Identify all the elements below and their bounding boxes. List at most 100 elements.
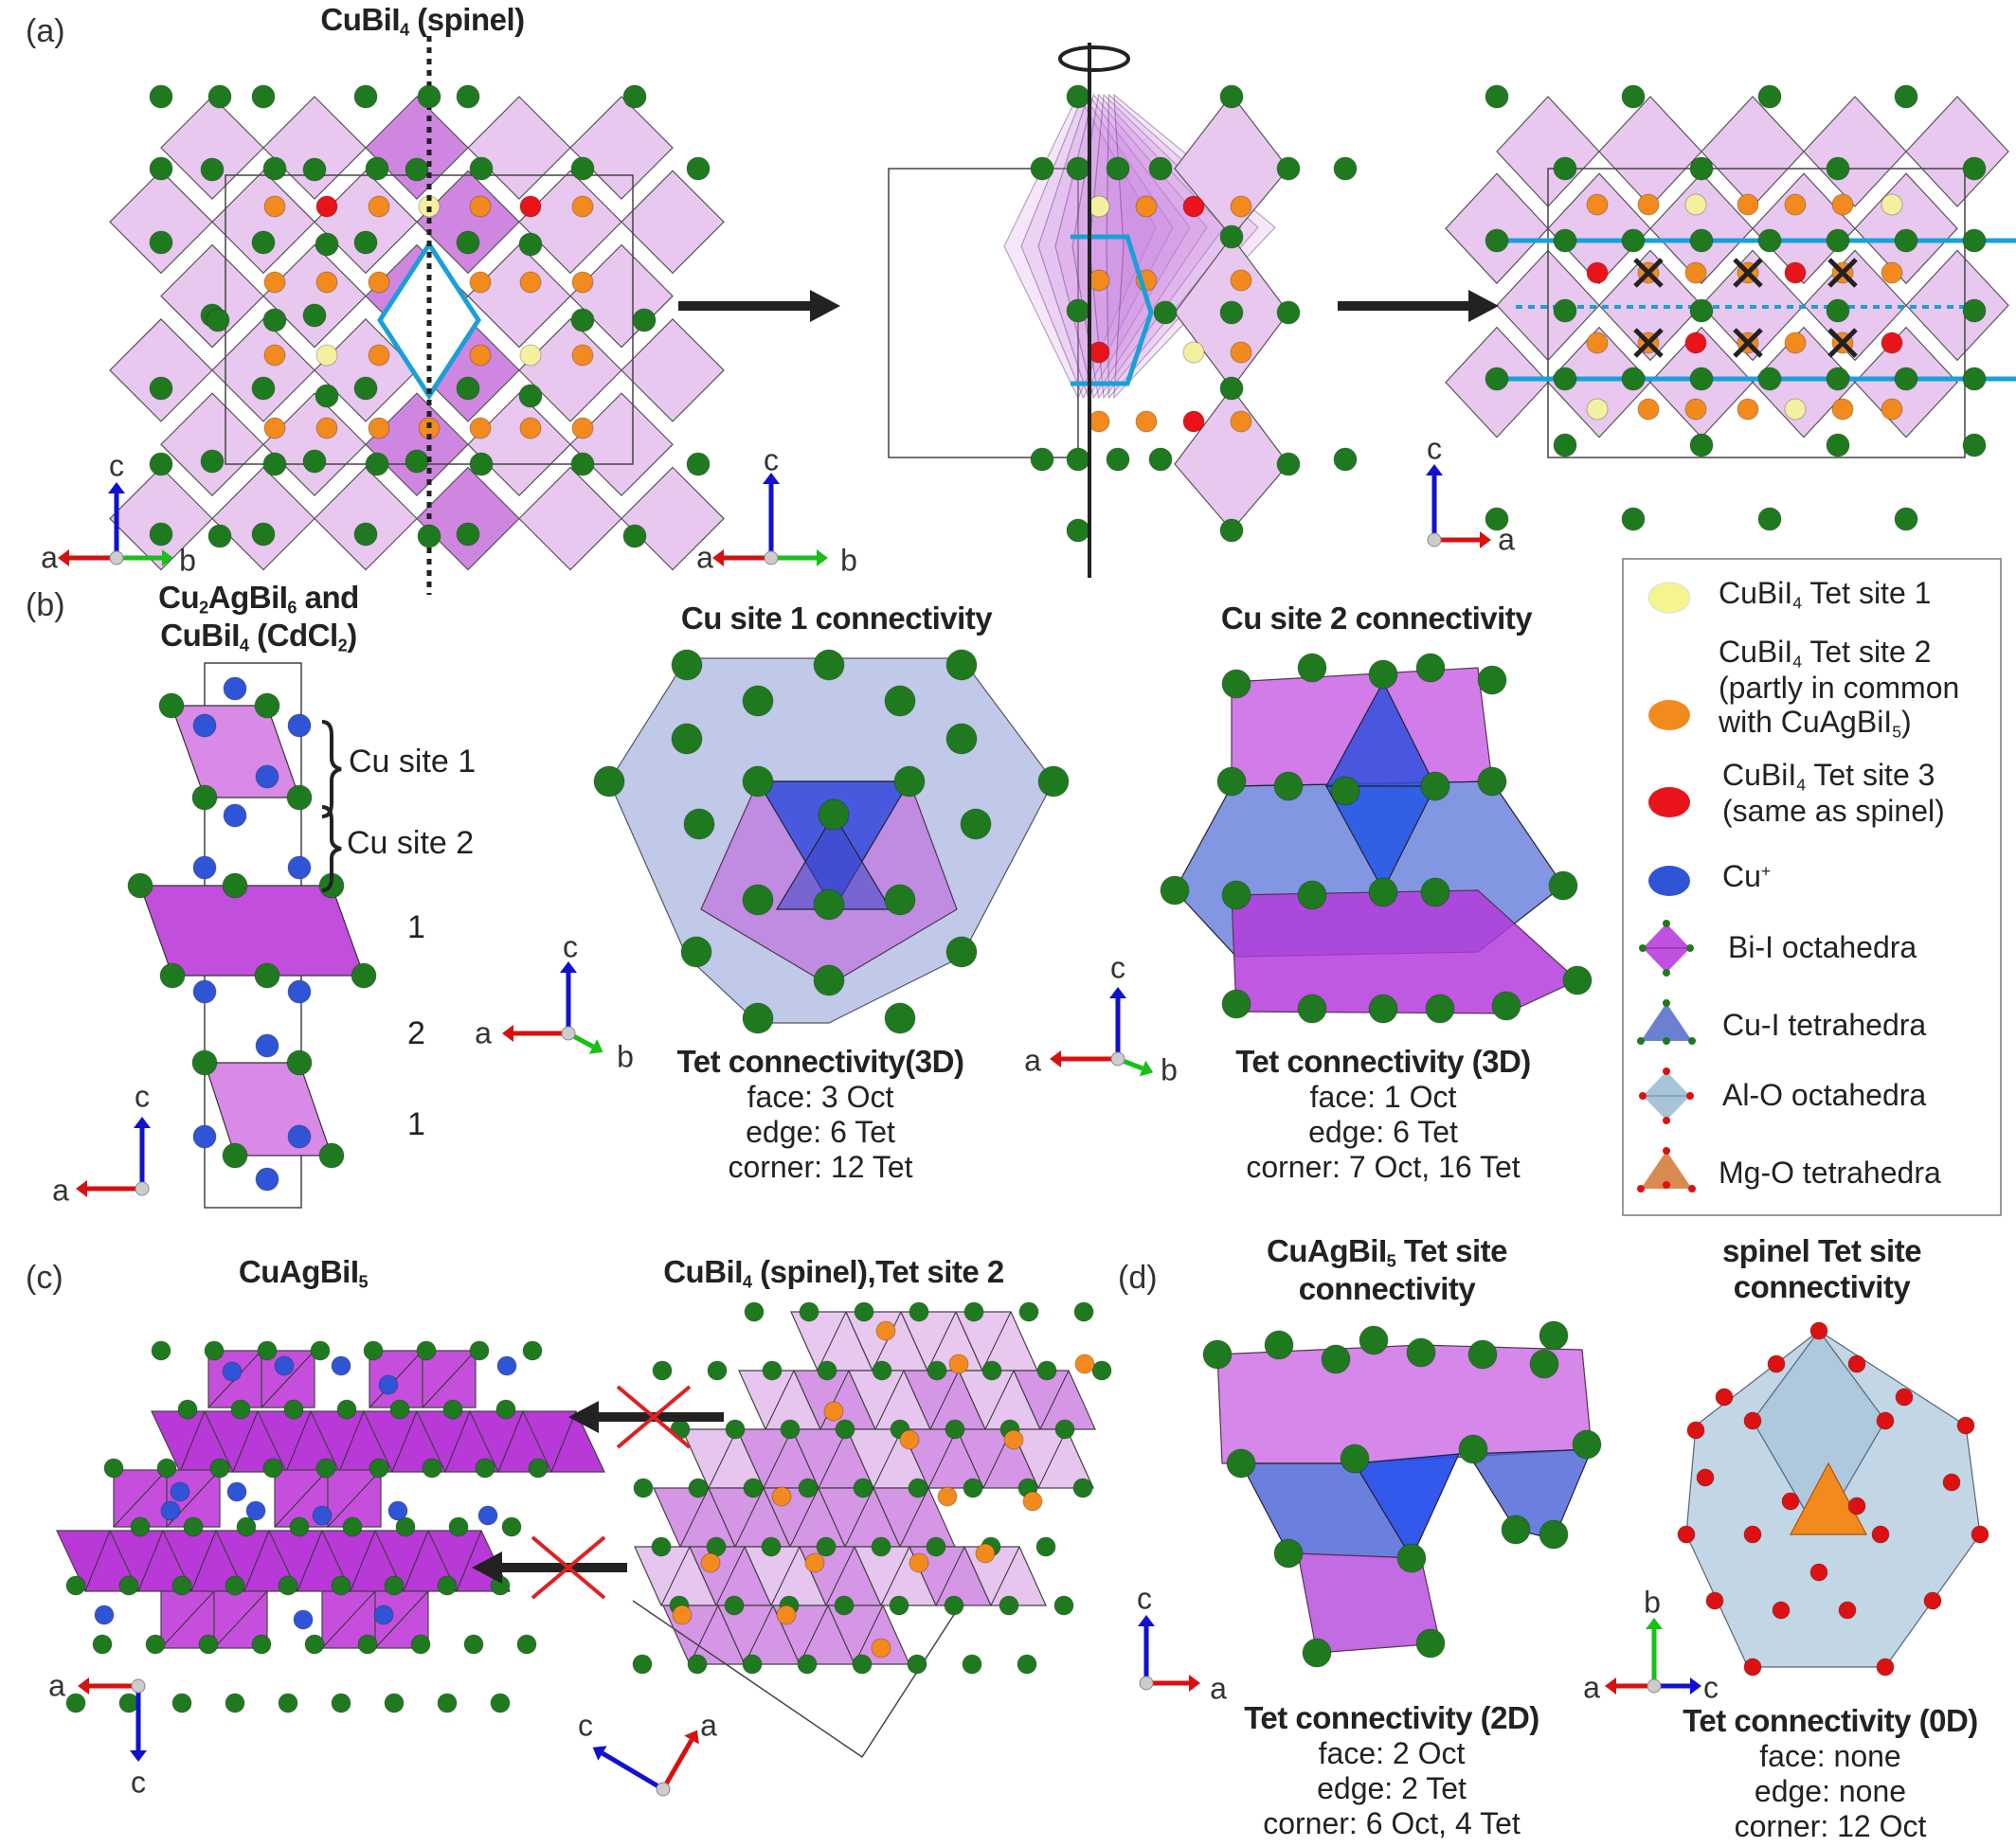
removed-site-x-icon [1733,328,1763,358]
iodine-atom [353,84,378,109]
iodine-atom [286,1049,313,1076]
tet-site-atom [263,195,286,218]
iodine-atom [302,303,327,328]
iodine-atom [225,1575,245,1596]
iodine-atom [1202,1339,1233,1370]
iodine-atom [1297,880,1327,910]
oxygen-atom [1772,1601,1791,1620]
tet-site-atom [519,417,542,439]
iodine-atom [207,524,232,548]
iodine-atom [1066,84,1090,109]
cu-atom [274,1355,295,1376]
iodine-atom [945,936,978,968]
unit-cell [632,1600,958,1759]
octahedron [1598,249,1702,362]
tet-site-atom [1881,261,1903,284]
iodine-atom [1036,1360,1057,1381]
tet-site-atom [1182,195,1205,218]
iodine-atom [437,1693,458,1713]
tet-site-atom [1784,398,1807,421]
octahedron-edge [872,1311,902,1372]
octahedron-edge [873,1428,903,1489]
axis-label-a: a [1210,1671,1227,1706]
iodine-atom [262,156,287,181]
axis-label-a: a [48,1668,65,1703]
iodine-atom [1273,1538,1304,1569]
iodine-atom [1689,367,1714,391]
iodine-atom [742,1002,774,1034]
octahedron-edge [819,1370,850,1430]
iodine-atom [456,230,480,255]
iodine-atom [1160,875,1190,906]
iodine-atom [1420,771,1450,801]
iodine-atom [1221,669,1251,699]
tet-site-atom [875,1320,896,1341]
octahedron [1905,249,2009,362]
oxygen-atom [1686,1421,1705,1440]
iodine-atom [622,84,647,109]
iodine-atom [171,1693,192,1713]
iodine-atom [813,888,845,921]
iodine-atom [315,232,339,257]
oxygen-atom [1743,1411,1762,1430]
tet-site-atom [1230,195,1252,218]
axis-label-a: a [700,1708,717,1743]
iodine-atom [926,1536,946,1557]
iodine-atom [1216,766,1247,797]
iodine-atom [469,452,494,476]
octahedron-edge [444,1410,471,1473]
iodine-atom [632,1654,653,1675]
iodine-atom [816,1536,837,1557]
iodine-atom [1219,376,1244,401]
iodine-atom [1477,766,1507,797]
axis-b-arrowhead [817,549,828,566]
cu-atom [223,803,247,828]
cu-atom [496,1355,517,1376]
tet-site-atom [1784,261,1807,284]
iodine-atom [463,1634,484,1655]
tet-site-atom [519,344,542,367]
iodine-atom [395,1516,416,1537]
tet-site-atom [899,1429,920,1450]
iodine-atom [149,376,173,401]
octahedron-edge [550,1410,577,1473]
octahedron-edge [734,1487,765,1548]
octahedron-edge [1037,1428,1068,1489]
tet-site-atom [871,1638,891,1659]
tet-site-atom [1881,398,1903,421]
axis-label-a: a [475,1015,492,1050]
iodine-atom [884,884,916,916]
iodine-atom [1406,1337,1436,1368]
panel-label-c: (c) [26,1260,63,1296]
yellow-sphere-icon [1647,582,1691,614]
iodine-atom [1302,1638,1332,1668]
axis-a-arrowhead [712,549,724,566]
oxygen-atom [1923,1591,1942,1610]
axis-origin [764,550,779,565]
axis-c-arrow [601,1750,665,1792]
iodine-atom [1539,1320,1569,1351]
tet-site-atom [1182,410,1205,433]
octahedron-edge [990,1546,1020,1606]
iodine-atom [622,524,647,548]
oxygen-atom [1876,1658,1895,1677]
tet-site-atom [975,1543,996,1564]
tet-site-atom [1737,398,1759,421]
iodine-atom [405,157,429,182]
iodine-atom [1053,1595,1074,1616]
iodine-atom [207,84,232,109]
cu-atom [287,979,312,1004]
cu-site2-polyhedra [1160,653,1593,1024]
iodine-atom [353,230,378,255]
iodine-atom [251,84,276,109]
iodine-atom [149,522,173,547]
cu-atom [287,855,312,880]
iodine-atom [1148,447,1173,472]
octahedron [109,170,213,275]
octahedron-edge [715,1546,746,1606]
rotation-arrow-icon [1058,45,1130,72]
iodine-atom [363,1340,384,1361]
iodine-atom [1359,1325,1389,1355]
iodine-atom [1491,991,1521,1021]
axis-a-arrowhead [1050,1050,1061,1067]
